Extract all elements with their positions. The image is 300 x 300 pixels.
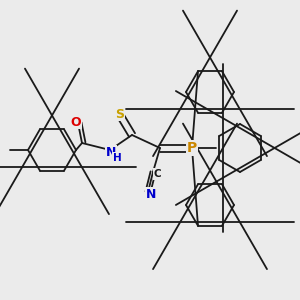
Text: C: C <box>153 169 161 179</box>
Text: H: H <box>112 153 122 163</box>
Text: O: O <box>71 116 81 128</box>
Text: N: N <box>146 188 156 200</box>
Text: S: S <box>116 107 124 121</box>
Text: N: N <box>106 146 116 158</box>
Text: P: P <box>187 141 197 155</box>
